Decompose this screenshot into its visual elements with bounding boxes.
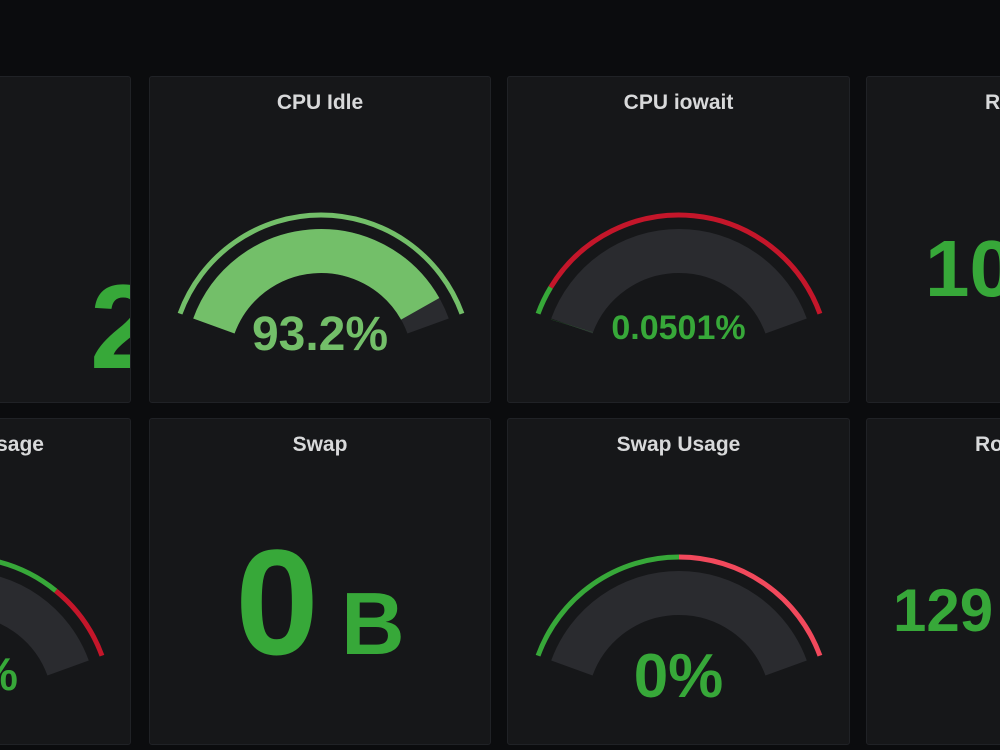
gauge-value: 93.2% [251,308,389,361]
gauge-threshold-1 [548,212,823,315]
panel-partial-left-top[interactable]: 2 [0,76,131,403]
stat-value: 10 [925,224,1000,313]
stat-value: 129 [893,577,994,644]
panel-title: sage [0,433,44,456]
panel-partial-left-bottom[interactable]: sage % [0,418,131,745]
swap-usage-gauge [535,554,823,677]
stat-value: 0 B [150,527,490,677]
panel-title: CPU iowait [623,91,734,114]
stat-value: 2 [90,267,130,387]
panel-title: Swap [292,433,348,456]
cpu-idle-gauge [177,212,465,335]
gauge-track [0,576,89,677]
panel-cpu-idle[interactable]: CPU Idle 93.2% [149,76,491,403]
stat-number: 0 [235,518,319,686]
panel-title: CPU Idle [276,91,364,114]
panel-swap[interactable]: Swap 0 B [149,418,491,745]
gauge-track [551,229,807,335]
gauge-value: 0% [633,642,724,711]
gauge-threshold-0 [0,559,58,593]
panel-partial-right-top[interactable]: R 10 [866,76,1000,403]
panel-title: R [985,91,1000,114]
gauge-track [551,571,807,677]
partial-gauge [0,559,105,677]
panel-title: Ro [975,433,1000,456]
panel-title: Swap Usage [616,433,741,456]
gauge-value: % [0,647,18,701]
gauge-threshold-0 [535,554,680,657]
dashboard-top-bar [0,0,1000,70]
panel-swap-usage[interactable]: Swap Usage 0% [507,418,850,745]
gauge-value: 0.0501% [611,309,746,347]
panel-partial-right-bottom[interactable]: Ro 129 [866,418,1000,745]
gauge-fill [193,229,440,335]
panel-cpu-iowait[interactable]: CPU iowait 0.0501% [507,76,850,403]
gauge-threshold-0 [177,212,465,315]
stat-unit: B [341,574,405,673]
gauge-threshold-1 [678,554,823,657]
gauge-threshold-1 [54,588,105,657]
gauge-threshold-0 [535,286,553,315]
cpu-iowait-gauge [535,212,823,335]
